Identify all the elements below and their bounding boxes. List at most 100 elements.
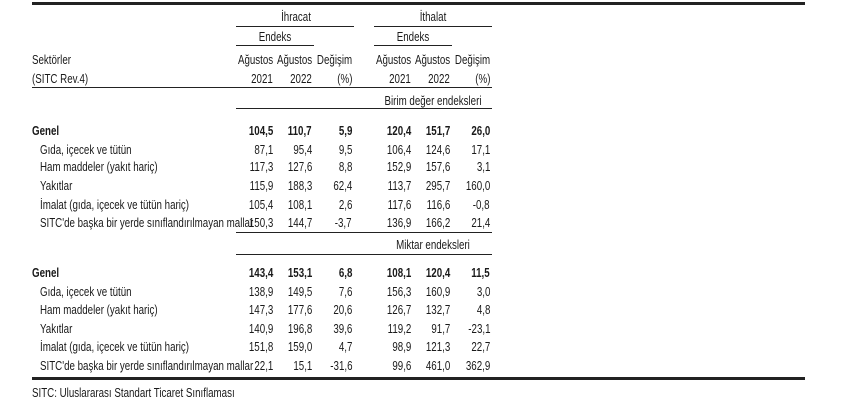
value-cell: 21,4 (471, 216, 490, 230)
value-cell: 113,7 (387, 179, 411, 193)
value-cell: 188,3 (287, 179, 312, 193)
bottom-rule (32, 377, 805, 380)
value-cell: 117,3 (249, 160, 273, 174)
row-label: İmalat (gıda, içecek ve tütün hariç) (40, 198, 190, 212)
row-label: Yakıtlar (40, 322, 73, 336)
sector-sub-label: (SITC Rev.4) (32, 72, 89, 86)
value-cell: 196,8 (287, 322, 312, 336)
value-cell: 4,8 (476, 303, 490, 317)
value-cell: 9,5 (338, 143, 352, 157)
value-cell: 22,1 (254, 359, 273, 373)
header-rule (32, 87, 492, 88)
import-header: İthalat (419, 10, 447, 24)
value-cell: 147,3 (248, 303, 273, 317)
row-label: Yakıtlar (40, 179, 73, 193)
import-year-2021: 2021 (389, 72, 411, 86)
value-cell: 2,6 (338, 198, 352, 212)
value-cell: 106,4 (386, 143, 411, 157)
section-title: Birim değer endeksleri (384, 94, 482, 108)
value-cell: 17,1 (471, 143, 490, 157)
value-cell: -23,1 (467, 322, 490, 336)
value-cell: 121,3 (425, 340, 450, 354)
value-cell: 362,9 (465, 359, 490, 373)
section-title: Miktar endeksleri (396, 238, 470, 252)
import-index-header: Endeks (396, 30, 430, 44)
value-cell: 461,0 (425, 359, 450, 373)
value-cell: 150,3 (248, 216, 273, 230)
value-cell: 295,7 (425, 179, 450, 193)
export-header: İhracat (281, 10, 311, 24)
export-change: Değişim (316, 53, 352, 67)
row-label: SITC'de başka bir yerde sınıflandırılmay… (40, 359, 254, 373)
value-cell: 132,7 (425, 303, 450, 317)
value-cell: 151,8 (248, 340, 273, 354)
value-cell: 8,8 (338, 160, 352, 174)
value-cell: 119,2 (387, 322, 411, 336)
top-rule (32, 2, 805, 5)
export-pct: (%) (336, 72, 352, 86)
value-cell: 124,6 (425, 143, 450, 157)
row-label: Ham maddeler (yakıt hariç) (40, 160, 158, 174)
import-month-2021: Ağustos (375, 53, 411, 67)
value-cell: 22,7 (471, 340, 490, 354)
value-cell: 151,7 (425, 124, 450, 138)
value-cell: 6,8 (338, 266, 352, 280)
value-cell: 62,4 (333, 179, 352, 193)
row-label: SITC'de başka bir yerde sınıflandırılmay… (40, 216, 254, 230)
value-cell: 4,7 (338, 340, 352, 354)
export-year-2022: 2022 (290, 72, 312, 86)
row-label: Genel (32, 266, 60, 280)
value-cell: 105,4 (248, 198, 273, 212)
value-cell: 152,9 (386, 160, 411, 174)
value-cell: 98,9 (392, 340, 411, 354)
value-cell: 136,9 (386, 216, 411, 230)
value-cell: 20,6 (333, 303, 352, 317)
value-cell: 3,0 (476, 285, 490, 299)
import-change: Değişim (454, 53, 490, 67)
export-rule (236, 26, 354, 27)
value-cell: 11,5 (471, 266, 490, 280)
value-cell: 7,6 (338, 285, 352, 299)
value-cell: 166,2 (425, 216, 450, 230)
value-cell: 15,1 (293, 359, 312, 373)
value-cell: 104,5 (248, 124, 273, 138)
row-label: İmalat (gıda, içecek ve tütün hariç) (40, 340, 190, 354)
section-top-rule (236, 232, 492, 233)
value-cell: 138,9 (248, 285, 273, 299)
value-cell: 140,9 (248, 322, 273, 336)
export-year-2021: 2021 (251, 72, 273, 86)
row-label: Gıda, içecek ve tütün (40, 285, 132, 299)
value-cell: 5,9 (338, 124, 352, 138)
value-cell: 153,1 (287, 266, 312, 280)
import-pct: (%) (474, 72, 490, 86)
value-cell: 143,4 (248, 266, 273, 280)
import-year-2022: 2022 (428, 72, 450, 86)
value-cell: 160,0 (465, 179, 490, 193)
row-label: Gıda, içecek ve tütün (40, 143, 132, 157)
export-month-2021: Ağustos (237, 53, 273, 67)
value-cell: 156,3 (386, 285, 411, 299)
value-cell: 127,6 (287, 160, 312, 174)
row-label: Ham maddeler (yakıt hariç) (40, 303, 158, 317)
value-cell: 126,7 (386, 303, 411, 317)
value-cell: 3,1 (476, 160, 490, 174)
value-cell: 177,6 (287, 303, 312, 317)
import-index-rule (374, 45, 452, 46)
value-cell: 159,0 (287, 340, 312, 354)
value-cell: 110,7 (288, 124, 312, 138)
value-cell: 149,5 (287, 285, 312, 299)
import-rule (374, 26, 492, 27)
value-cell: -3,7 (335, 216, 352, 230)
value-cell: 116,6 (426, 198, 450, 212)
export-index-rule (236, 45, 314, 46)
value-cell: 26,0 (471, 124, 490, 138)
value-cell: 95,4 (293, 143, 312, 157)
footnote: SITC: Uluslararası Standart Ticaret Sını… (32, 386, 235, 400)
value-cell: 99,6 (392, 359, 411, 373)
value-cell: -0,8 (473, 198, 490, 212)
import-month-2022: Ağustos (414, 53, 450, 67)
value-cell: 108,1 (386, 266, 411, 280)
value-cell: 120,4 (386, 124, 411, 138)
value-cell: 108,1 (287, 198, 312, 212)
value-cell: 91,7 (431, 322, 450, 336)
